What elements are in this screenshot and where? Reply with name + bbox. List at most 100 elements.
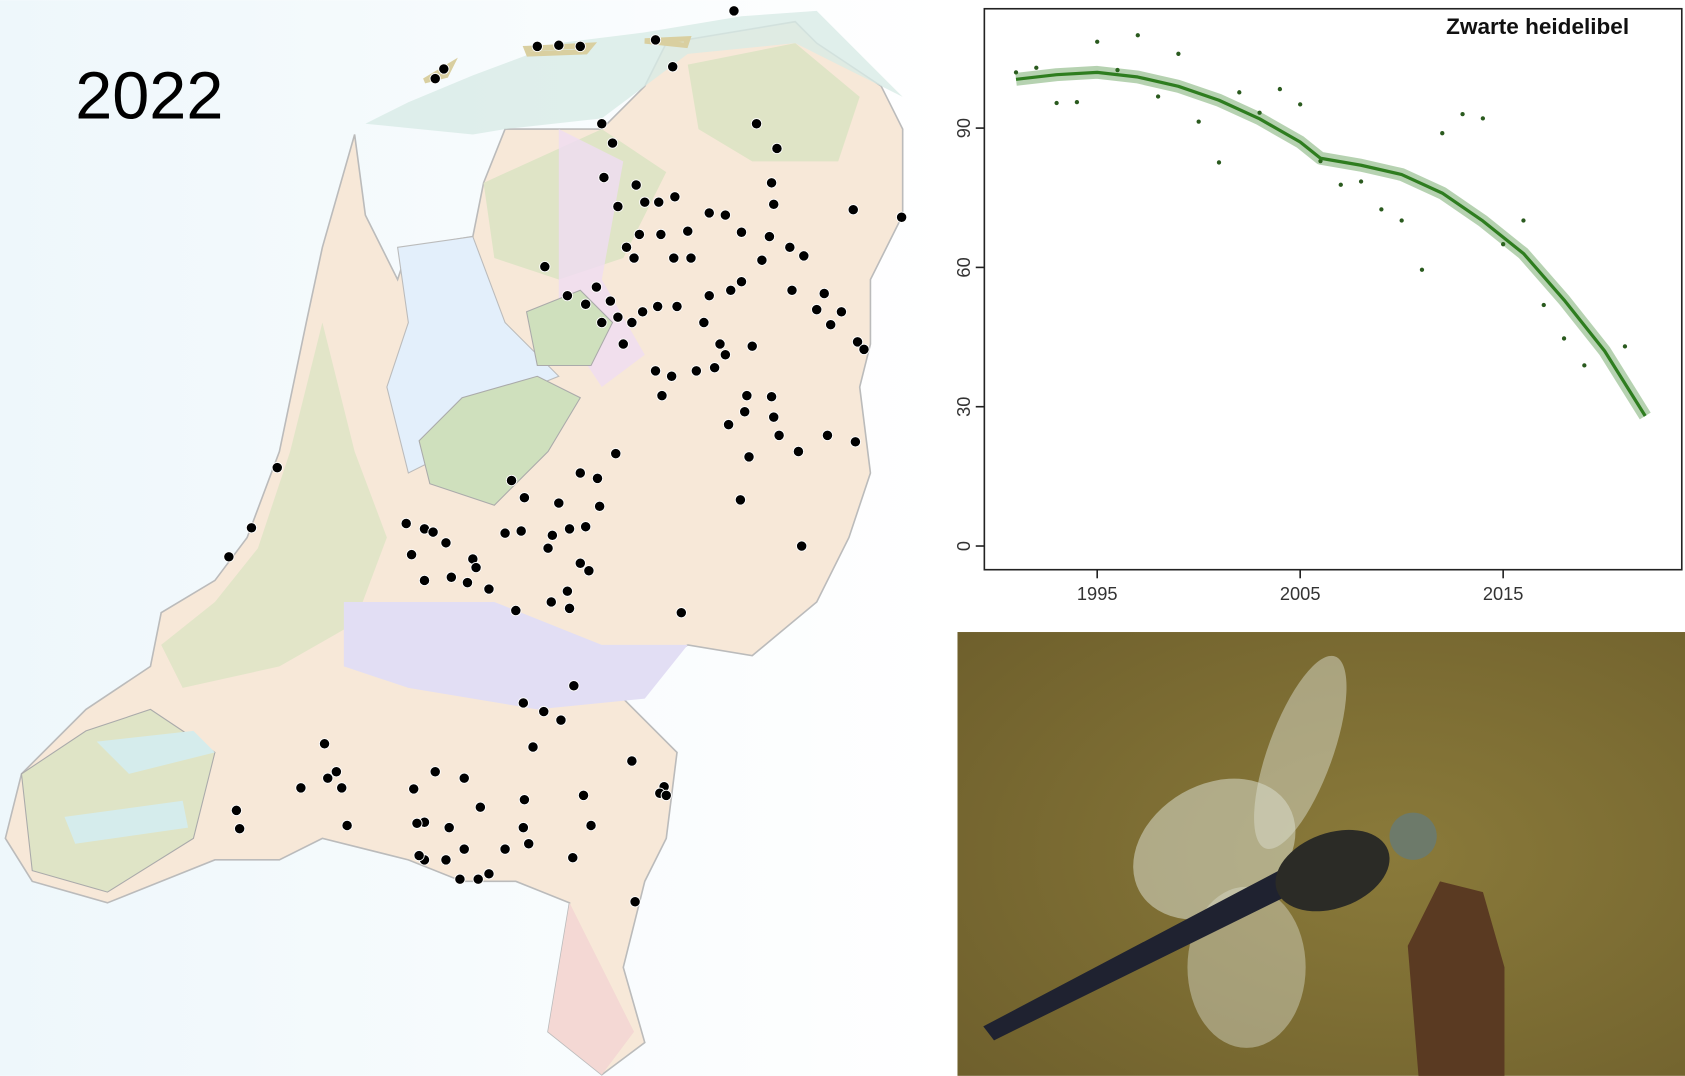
data-point <box>1034 65 1039 70</box>
data-point <box>1622 344 1628 349</box>
observation-dot <box>561 585 573 597</box>
data-point <box>1176 51 1181 56</box>
observation-dot <box>458 843 470 855</box>
observation-dot <box>703 290 715 302</box>
observation-dot <box>568 680 580 692</box>
observation-dot <box>709 362 721 374</box>
data-point <box>1013 70 1019 75</box>
data-point <box>1582 363 1587 368</box>
observation-dot <box>655 228 667 241</box>
observation-dot <box>626 316 638 329</box>
data-point <box>1399 218 1404 223</box>
observation-dot <box>322 772 334 784</box>
observation-dot <box>835 306 848 318</box>
observation-dot <box>628 252 640 264</box>
observation-dot <box>719 349 731 361</box>
data-point <box>1419 267 1425 272</box>
observation-dot <box>427 526 439 538</box>
observation-dot <box>408 783 420 795</box>
data-point <box>1257 110 1262 115</box>
observation-dot <box>553 497 565 509</box>
observation-dot <box>750 118 763 130</box>
data-point <box>1541 302 1546 308</box>
photo <box>957 632 1685 1076</box>
trend-chart: Zwarte heidelibel 1995 2005 2015 0 30 60 90 <box>953 7 1683 604</box>
observation-dot <box>637 306 649 318</box>
observation-dot <box>531 40 543 52</box>
observation-dot <box>474 801 486 813</box>
observation-dot <box>723 419 735 431</box>
data-point <box>1521 218 1526 223</box>
data-point <box>1135 33 1140 38</box>
data-point <box>1338 182 1343 187</box>
observation-dot <box>483 868 495 880</box>
observation-dot <box>612 311 624 323</box>
observation-dot <box>542 542 554 554</box>
observation-dot <box>633 228 645 241</box>
observation-dot <box>454 873 466 885</box>
observation-dot <box>649 365 662 377</box>
map: 2022 <box>0 0 946 1076</box>
x-tick-label: 2015 <box>1483 583 1524 604</box>
y-tick-label: 30 <box>953 397 974 417</box>
observation-dot <box>585 819 597 832</box>
observation-dot <box>669 191 681 203</box>
observation-dot <box>765 391 778 403</box>
observation-dot <box>499 527 511 539</box>
observation-dot <box>825 319 837 331</box>
observation-dot <box>741 390 753 402</box>
abdomen <box>983 870 1295 1041</box>
observation-dot <box>796 540 808 552</box>
observation-dot <box>596 316 608 329</box>
observation-dot <box>553 39 565 51</box>
observation-dot <box>768 198 780 210</box>
observation-dot <box>230 804 243 817</box>
observation-dot <box>577 789 590 801</box>
observation-dot <box>546 529 558 541</box>
observation-dot <box>629 896 641 908</box>
observation-dot <box>630 179 642 191</box>
observation-dot <box>620 241 633 253</box>
observation-dot <box>596 118 608 130</box>
observation-dot <box>656 390 668 402</box>
observation-dot <box>483 583 495 595</box>
river-region <box>343 601 688 710</box>
observation-dot <box>653 196 665 208</box>
observation-dot <box>518 794 531 806</box>
observation-dot <box>590 281 603 293</box>
observation-dot <box>847 204 859 216</box>
data-point <box>1196 119 1201 124</box>
observation-dot <box>515 525 527 537</box>
observation-dot <box>591 472 604 484</box>
observation-dot <box>574 467 586 479</box>
observation-dot <box>555 714 567 726</box>
observation-dot <box>295 782 307 794</box>
observation-dot <box>858 343 870 355</box>
observation-dot <box>567 852 579 864</box>
observation-dot <box>574 40 586 52</box>
observation-dot <box>411 817 423 829</box>
observation-dot <box>518 492 531 504</box>
observation-dot <box>429 766 441 778</box>
y-tick-label: 90 <box>953 118 974 138</box>
observation-dot <box>792 445 805 458</box>
observation-dot <box>438 63 450 75</box>
plant <box>1407 881 1505 1076</box>
observation-dot <box>896 211 908 223</box>
data-point <box>1155 94 1161 99</box>
data-point <box>1298 102 1303 107</box>
observation-dot <box>594 500 606 512</box>
observation-dot <box>580 521 592 533</box>
observation-dot <box>666 370 678 382</box>
observation-dot <box>612 200 624 213</box>
observation-dot <box>598 171 610 184</box>
observation-dot <box>400 517 412 530</box>
region <box>161 322 387 688</box>
map-year: 2022 <box>75 59 223 133</box>
data-point <box>1095 39 1100 44</box>
observation-dot <box>675 607 687 619</box>
observation-dot <box>690 365 702 377</box>
observation-dot <box>773 429 785 441</box>
data-point <box>1074 99 1080 105</box>
